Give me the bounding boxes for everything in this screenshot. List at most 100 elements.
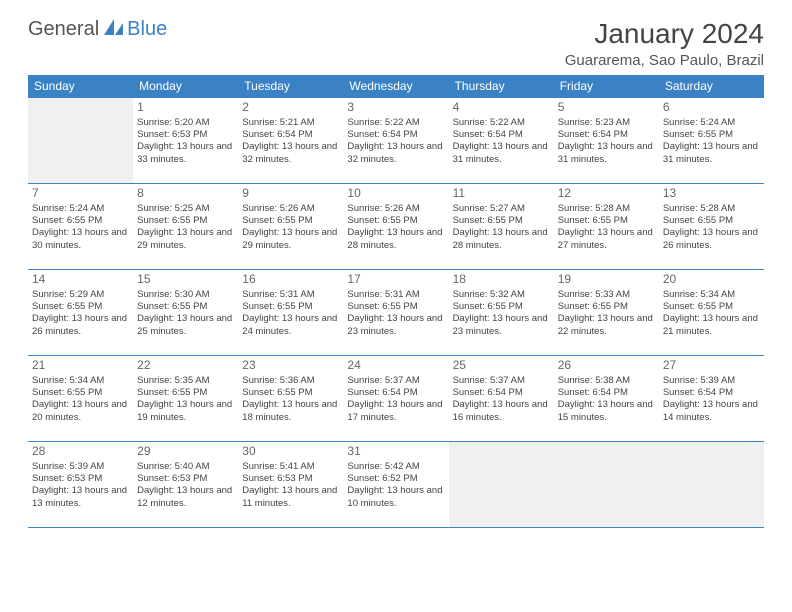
sunrise-line: Sunrise: 5:25 AM xyxy=(137,203,234,215)
day-header: Monday xyxy=(133,75,238,98)
sunset-line: Sunset: 6:55 PM xyxy=(663,301,760,313)
day-number: 26 xyxy=(558,358,655,374)
sunrise-line: Sunrise: 5:31 AM xyxy=(347,289,444,301)
day-number: 4 xyxy=(453,100,550,116)
calendar-table: SundayMondayTuesdayWednesdayThursdayFrid… xyxy=(28,75,764,528)
daylight-line: Daylight: 13 hours and 32 minutes. xyxy=(242,141,339,166)
day-cell: 7Sunrise: 5:24 AMSunset: 6:55 PMDaylight… xyxy=(28,184,133,270)
location-text: Guararema, Sao Paulo, Brazil xyxy=(565,52,764,69)
daylight-line: Daylight: 13 hours and 29 minutes. xyxy=(242,227,339,252)
day-cell: 31Sunrise: 5:42 AMSunset: 6:52 PMDayligh… xyxy=(343,442,448,528)
day-cell: 6Sunrise: 5:24 AMSunset: 6:55 PMDaylight… xyxy=(659,98,764,184)
day-cell: 29Sunrise: 5:40 AMSunset: 6:53 PMDayligh… xyxy=(133,442,238,528)
sunrise-line: Sunrise: 5:31 AM xyxy=(242,289,339,301)
daylight-line: Daylight: 13 hours and 31 minutes. xyxy=(453,141,550,166)
day-cell: 21Sunrise: 5:34 AMSunset: 6:55 PMDayligh… xyxy=(28,356,133,442)
day-number: 6 xyxy=(663,100,760,116)
week-row: 21Sunrise: 5:34 AMSunset: 6:55 PMDayligh… xyxy=(28,356,764,442)
day-cell: 2Sunrise: 5:21 AMSunset: 6:54 PMDaylight… xyxy=(238,98,343,184)
day-number: 22 xyxy=(137,358,234,374)
sunset-line: Sunset: 6:52 PM xyxy=(347,473,444,485)
day-cell: 5Sunrise: 5:23 AMSunset: 6:54 PMDaylight… xyxy=(554,98,659,184)
sunrise-line: Sunrise: 5:20 AM xyxy=(137,117,234,129)
logo-sail-icon xyxy=(103,18,125,41)
sunrise-line: Sunrise: 5:22 AM xyxy=(453,117,550,129)
sunrise-line: Sunrise: 5:40 AM xyxy=(137,461,234,473)
day-number: 16 xyxy=(242,272,339,288)
day-cell xyxy=(449,442,554,528)
calendar-body: 1Sunrise: 5:20 AM Sunset: 6:53 PM Daylight… xyxy=(28,98,764,528)
sunrise-line: Sunrise: 5:29 AM xyxy=(32,289,129,301)
sunset-line: Sunset: 6:54 PM xyxy=(558,387,655,399)
day-number: 14 xyxy=(32,272,129,288)
sunrise-line: Sunrise: 5:35 AM xyxy=(137,375,234,387)
sunset-line: Sunset: 6:55 PM xyxy=(663,129,760,141)
daylight-line: Daylight: 13 hours and 15 minutes. xyxy=(558,399,655,424)
daylight-line: Daylight: 13 hours and 31 minutes. xyxy=(663,141,760,166)
day-cell xyxy=(554,442,659,528)
daylight-line: Daylight: 13 hours and 19 minutes. xyxy=(137,399,234,424)
sunset-line: Sunset: 6:55 PM xyxy=(347,215,444,227)
day-cell: 3Sunrise: 5:22 AMSunset: 6:54 PMDaylight… xyxy=(343,98,448,184)
daylight-line: Daylight: 13 hours and 17 minutes. xyxy=(347,399,444,424)
daylight-line: Daylight: 13 hours and 25 minutes. xyxy=(137,313,234,338)
day-cell: 24Sunrise: 5:37 AMSunset: 6:54 PMDayligh… xyxy=(343,356,448,442)
day-cell xyxy=(659,442,764,528)
day-cell: 9Sunrise: 5:26 AMSunset: 6:55 PMDaylight… xyxy=(238,184,343,270)
day-number: 25 xyxy=(453,358,550,374)
day-number: 1 xyxy=(137,100,234,116)
sunrise-line: Sunrise: 5:37 AM xyxy=(453,375,550,387)
day-cell: 4Sunrise: 5:22 AMSunset: 6:54 PMDaylight… xyxy=(449,98,554,184)
day-number: 15 xyxy=(137,272,234,288)
sunset-line: Sunset: 6:55 PM xyxy=(32,387,129,399)
day-number: 7 xyxy=(32,186,129,202)
daylight-line: Daylight: 13 hours and 33 minutes. xyxy=(137,141,234,166)
sunset-line: Sunset: 6:55 PM xyxy=(558,301,655,313)
header: General Blue January 2024 Guararema, Sao… xyxy=(28,18,764,69)
day-header: Sunday xyxy=(28,75,133,98)
daylight-line: Daylight: 13 hours and 28 minutes. xyxy=(453,227,550,252)
daylight-line: Daylight: 13 hours and 10 minutes. xyxy=(347,485,444,510)
day-number: 18 xyxy=(453,272,550,288)
week-row: 1Sunrise: 5:20 AMSunset: 6:53 PMDaylight… xyxy=(28,98,764,184)
day-cell: 10Sunrise: 5:26 AMSunset: 6:55 PMDayligh… xyxy=(343,184,448,270)
day-number: 12 xyxy=(558,186,655,202)
daylight-line: Daylight: 13 hours and 14 minutes. xyxy=(663,399,760,424)
sunrise-line: Sunrise: 5:39 AM xyxy=(663,375,760,387)
day-cell: 1Sunrise: 5:20 AMSunset: 6:53 PMDaylight… xyxy=(133,98,238,184)
sunrise-line: Sunrise: 5:42 AM xyxy=(347,461,444,473)
day-cell: 19Sunrise: 5:33 AMSunset: 6:55 PMDayligh… xyxy=(554,270,659,356)
sunset-line: Sunset: 6:55 PM xyxy=(558,215,655,227)
sunset-line: Sunset: 6:54 PM xyxy=(453,129,550,141)
sunrise-line: Sunrise: 5:24 AM xyxy=(32,203,129,215)
sunrise-line: Sunrise: 5:41 AM xyxy=(242,461,339,473)
day-cell: 15Sunrise: 5:30 AMSunset: 6:55 PMDayligh… xyxy=(133,270,238,356)
day-cell: 11Sunrise: 5:27 AMSunset: 6:55 PMDayligh… xyxy=(449,184,554,270)
day-cell: 17Sunrise: 5:31 AMSunset: 6:55 PMDayligh… xyxy=(343,270,448,356)
sunset-line: Sunset: 6:54 PM xyxy=(242,129,339,141)
week-row: 28Sunrise: 5:39 AMSunset: 6:53 PMDayligh… xyxy=(28,442,764,528)
daylight-line: Daylight: 13 hours and 11 minutes. xyxy=(242,485,339,510)
sunrise-line: Sunrise: 5:39 AM xyxy=(32,461,129,473)
day-number: 23 xyxy=(242,358,339,374)
day-header: Wednesday xyxy=(343,75,448,98)
day-header: Friday xyxy=(554,75,659,98)
sunrise-line: Sunrise: 5:28 AM xyxy=(663,203,760,215)
daylight-line: Daylight: 13 hours and 31 minutes. xyxy=(558,141,655,166)
sunrise-line: Sunrise: 5:23 AM xyxy=(558,117,655,129)
daylight-line: Daylight: 13 hours and 22 minutes. xyxy=(558,313,655,338)
day-cell: 23Sunrise: 5:36 AMSunset: 6:55 PMDayligh… xyxy=(238,356,343,442)
logo-text-general: General xyxy=(28,18,99,41)
daylight-line: Daylight: 13 hours and 20 minutes. xyxy=(32,399,129,424)
day-cell: 8Sunrise: 5:25 AMSunset: 6:55 PMDaylight… xyxy=(133,184,238,270)
sunset-line: Sunset: 6:53 PM xyxy=(32,473,129,485)
day-number: 19 xyxy=(558,272,655,288)
sunset-line: Sunset: 6:54 PM xyxy=(663,387,760,399)
sunrise-line: Sunrise: 5:26 AM xyxy=(242,203,339,215)
sunset-line: Sunset: 6:55 PM xyxy=(242,387,339,399)
sunrise-line: Sunrise: 5:34 AM xyxy=(32,375,129,387)
sunrise-line: Sunrise: 5:21 AM xyxy=(242,117,339,129)
sunset-line: Sunset: 6:55 PM xyxy=(137,301,234,313)
sunset-line: Sunset: 6:54 PM xyxy=(347,129,444,141)
day-number: 2 xyxy=(242,100,339,116)
